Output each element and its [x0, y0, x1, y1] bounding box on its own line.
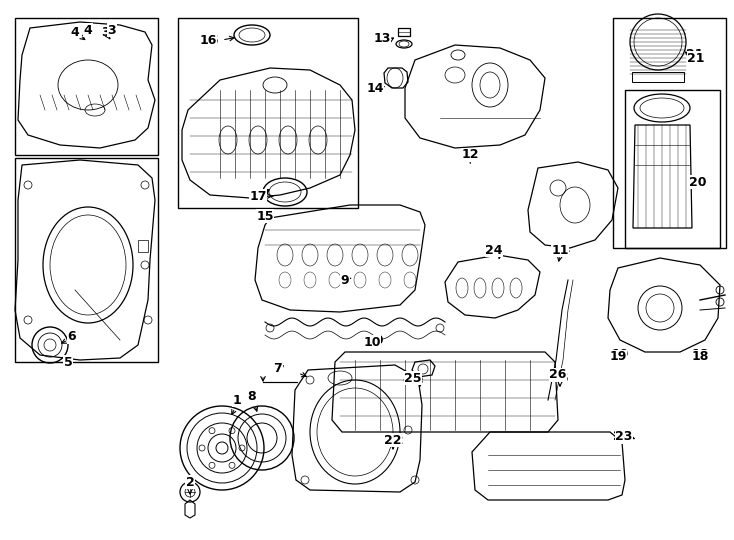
- Text: 26: 26: [551, 372, 569, 384]
- Text: 9: 9: [341, 273, 349, 287]
- Text: 13: 13: [374, 31, 390, 44]
- Text: 20: 20: [689, 173, 707, 186]
- Text: 9: 9: [341, 273, 349, 287]
- Text: 14: 14: [366, 82, 384, 94]
- Bar: [15, 158, 158, 362]
- Text: 4: 4: [84, 24, 92, 37]
- Text: 7: 7: [276, 363, 284, 376]
- Text: 18: 18: [691, 350, 709, 363]
- Text: 1: 1: [233, 395, 241, 408]
- Text: 10: 10: [363, 335, 381, 348]
- Text: 11: 11: [553, 241, 571, 254]
- Text: 2: 2: [186, 478, 195, 491]
- Text: 17: 17: [250, 190, 266, 202]
- Text: 8: 8: [247, 389, 256, 402]
- Text: 23: 23: [615, 430, 633, 443]
- Text: 24: 24: [485, 244, 503, 256]
- Text: 3: 3: [108, 24, 116, 37]
- Text: 14: 14: [366, 82, 384, 94]
- Text: 22: 22: [385, 434, 401, 447]
- Text: 8: 8: [247, 392, 256, 404]
- Text: 19: 19: [609, 350, 627, 363]
- Text: 19: 19: [611, 348, 629, 361]
- Text: 16: 16: [201, 33, 219, 46]
- Text: 5: 5: [64, 355, 73, 368]
- Text: 12: 12: [461, 148, 479, 161]
- Text: 3: 3: [101, 25, 109, 38]
- Text: 12: 12: [461, 148, 479, 161]
- Bar: [625, 90, 720, 248]
- Text: 21: 21: [686, 49, 704, 62]
- Text: 15: 15: [256, 208, 274, 221]
- Text: 18: 18: [691, 348, 709, 361]
- Text: 6: 6: [68, 332, 76, 345]
- Text: 26: 26: [549, 368, 567, 381]
- Text: 4: 4: [70, 25, 79, 38]
- Text: 25: 25: [404, 372, 422, 384]
- Text: 5: 5: [64, 355, 73, 368]
- Text: 17: 17: [253, 188, 271, 201]
- Bar: [15, 18, 158, 155]
- Text: 22: 22: [386, 434, 404, 447]
- Bar: [178, 18, 358, 208]
- Text: 16: 16: [200, 33, 217, 46]
- Text: 23: 23: [614, 430, 631, 443]
- Text: 1: 1: [233, 394, 241, 407]
- Text: 7: 7: [274, 361, 283, 375]
- Text: 6: 6: [68, 330, 76, 343]
- Text: 21: 21: [687, 51, 705, 64]
- Text: 15: 15: [256, 210, 274, 222]
- Text: 20: 20: [689, 176, 707, 188]
- Bar: [613, 18, 726, 248]
- Text: 11: 11: [551, 244, 569, 256]
- Text: 10: 10: [366, 334, 384, 347]
- Text: 2: 2: [186, 476, 195, 489]
- Text: 25: 25: [406, 372, 424, 384]
- Text: 24: 24: [486, 244, 504, 256]
- Text: 13: 13: [374, 33, 392, 46]
